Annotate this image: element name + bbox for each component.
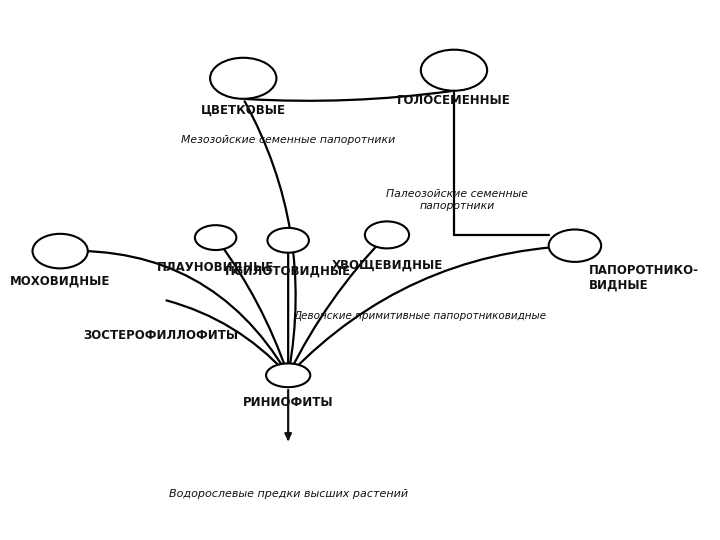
Ellipse shape <box>267 228 309 253</box>
Text: ПАПОРОТНИКО-
ВИДНЫЕ: ПАПОРОТНИКО- ВИДНЫЕ <box>589 264 698 292</box>
Text: ЦВЕТКОВЫЕ: ЦВЕТКОВЫЕ <box>201 104 286 117</box>
Text: Водорослевые предки высших растений: Водорослевые предки высших растений <box>168 489 408 499</box>
Ellipse shape <box>195 225 236 250</box>
Text: ХВОЩЕВИДНЫЕ: ХВОЩЕВИДНЫЕ <box>331 258 443 271</box>
Ellipse shape <box>365 221 409 248</box>
Text: ЗОСТЕРОФИЛЛОФИТЫ: ЗОСТЕРОФИЛЛОФИТЫ <box>83 329 238 342</box>
Text: ГОЛОСЕМЕННЫЕ: ГОЛОСЕМЕННЫЕ <box>397 94 511 107</box>
Ellipse shape <box>266 363 310 387</box>
Ellipse shape <box>549 230 601 262</box>
Ellipse shape <box>420 50 487 91</box>
Text: ПСИЛОТОВИДНЫЕ: ПСИЛОТОВИДНЫЕ <box>225 265 351 278</box>
Text: Девонские примитивные папоротниковидные: Девонские примитивные папоротниковидные <box>293 311 546 321</box>
Text: МОХОВИДНЫЕ: МОХОВИДНЫЕ <box>10 274 110 287</box>
Ellipse shape <box>32 234 88 268</box>
Text: РИНИОФИТЫ: РИНИОФИТЫ <box>243 396 333 409</box>
Text: ПЛАУНОВИДНЫЕ: ПЛАУНОВИДНЫЕ <box>157 260 274 273</box>
Text: Палеозойские семенные
папоротники: Палеозойские семенные папоротники <box>387 189 528 211</box>
Ellipse shape <box>210 58 276 99</box>
Text: Мезозойские семенные папоротники: Мезозойские семенные папоротники <box>181 136 395 145</box>
